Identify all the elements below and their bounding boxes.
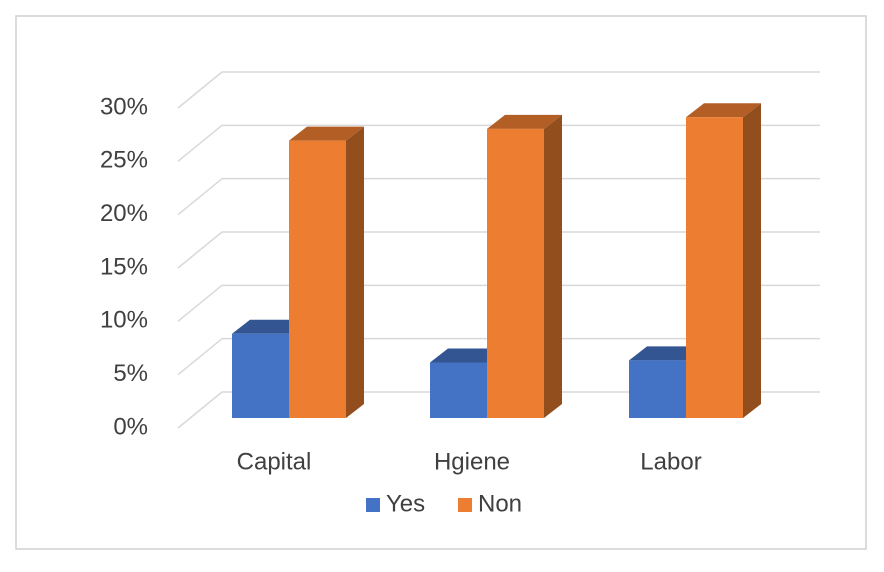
bar-top: [232, 319, 307, 334]
y-tick-label: 5%: [113, 360, 148, 387]
legend-label: Yes: [386, 490, 425, 517]
x-tick-label: Capital: [237, 448, 312, 475]
bar: [289, 126, 364, 419]
y-tick-label: 15%: [100, 253, 148, 280]
bar-side: [346, 126, 364, 419]
bar-top: [686, 103, 761, 118]
bar-top: [629, 346, 704, 361]
grid-line-side: [177, 284, 223, 322]
y-tick-label: 0%: [113, 413, 148, 440]
bar-front: [232, 333, 289, 418]
bar-front: [289, 140, 346, 418]
legend-label: Non: [478, 490, 522, 517]
legend-swatch: [458, 498, 472, 512]
bar-side: [544, 114, 562, 418]
bar-front: [629, 360, 686, 418]
x-tick-label: Hgiene: [434, 448, 510, 475]
grid-line-side: [177, 338, 223, 376]
bar-side: [743, 103, 761, 418]
bar-top: [289, 126, 364, 141]
x-tick-label: Labor: [640, 448, 701, 475]
grid-line-side: [177, 231, 223, 269]
bar-top: [487, 114, 562, 129]
bar-front: [686, 117, 743, 418]
y-tick-label: 25%: [100, 147, 148, 174]
bar: [487, 114, 562, 418]
bar-top: [430, 348, 505, 363]
grid-line-side: [177, 391, 223, 429]
y-tick-label: 10%: [100, 307, 148, 334]
bar: [686, 103, 761, 418]
grid-line-side: [177, 178, 223, 216]
bar-front: [430, 362, 487, 418]
grid-line-side: [177, 71, 223, 109]
y-tick-label: 30%: [100, 93, 148, 120]
bar-front: [487, 128, 544, 418]
y-tick-label: 20%: [100, 200, 148, 227]
grid-line-side: [177, 124, 223, 162]
legend-swatch: [366, 498, 380, 512]
